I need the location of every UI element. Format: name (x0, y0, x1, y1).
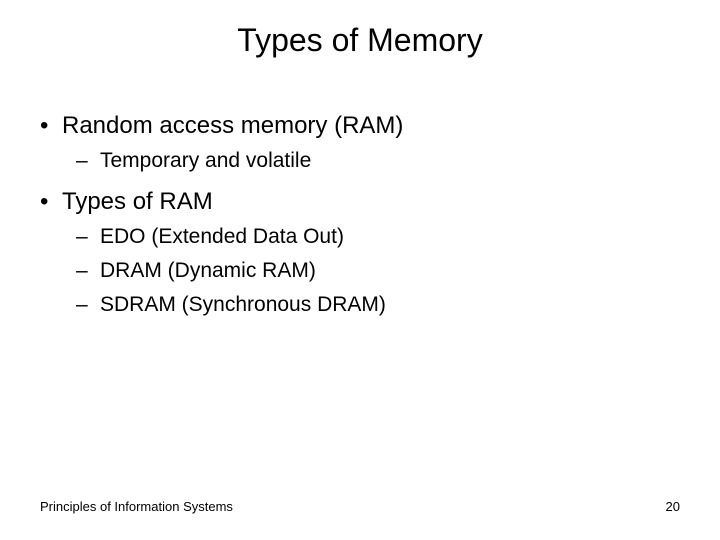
bullet-lvl2: EDO (Extended Data Out) (76, 223, 680, 251)
footer-text: Principles of Information Systems (40, 499, 233, 514)
bullet-lvl2: DRAM (Dynamic RAM) (76, 257, 680, 285)
slide-title: Types of Memory (0, 22, 720, 59)
slide: Types of Memory Random access memory (RA… (0, 0, 720, 540)
slide-body: Random access memory (RAM) Temporary and… (40, 110, 680, 326)
bullet-lvl1: Types of RAM (40, 186, 680, 217)
bullet-lvl2: SDRAM (Synchronous DRAM) (76, 291, 680, 319)
page-number: 20 (666, 499, 680, 514)
bullet-lvl1: Random access memory (RAM) (40, 110, 680, 141)
bullet-lvl2: Temporary and volatile (76, 147, 680, 175)
